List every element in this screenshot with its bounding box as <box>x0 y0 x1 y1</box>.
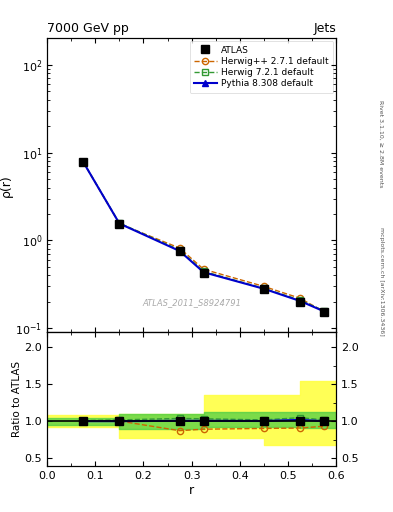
Herwig++ 2.7.1 default <box>298 295 302 301</box>
Text: ATLAS_2011_S8924791: ATLAS_2011_S8924791 <box>142 298 241 307</box>
Herwig 7.2.1 default <box>261 285 266 291</box>
Text: Jets: Jets <box>313 22 336 35</box>
Pythia 8.308 default <box>298 298 302 304</box>
Text: 7000 GeV pp: 7000 GeV pp <box>47 22 129 35</box>
Line: ATLAS: ATLAS <box>79 158 328 315</box>
ATLAS <box>298 299 302 305</box>
Pythia 8.308 default <box>81 159 86 165</box>
Line: Pythia 8.308 default: Pythia 8.308 default <box>80 159 327 315</box>
Line: Herwig++ 2.7.1 default: Herwig++ 2.7.1 default <box>80 159 327 315</box>
Herwig 7.2.1 default <box>177 247 182 253</box>
Text: Rivet 3.1.10, ≥ 2.8M events: Rivet 3.1.10, ≥ 2.8M events <box>379 100 384 187</box>
Herwig 7.2.1 default <box>321 308 326 314</box>
Herwig++ 2.7.1 default <box>261 283 266 289</box>
ATLAS <box>201 270 206 276</box>
Herwig 7.2.1 default <box>201 268 206 274</box>
Herwig++ 2.7.1 default <box>321 309 326 315</box>
Herwig++ 2.7.1 default <box>177 245 182 251</box>
Pythia 8.308 default <box>321 308 326 314</box>
Line: Herwig 7.2.1 default: Herwig 7.2.1 default <box>80 159 327 314</box>
Pythia 8.308 default <box>177 248 182 254</box>
Herwig 7.2.1 default <box>298 297 302 303</box>
Y-axis label: ρ(r): ρ(r) <box>0 174 13 197</box>
Pythia 8.308 default <box>201 269 206 275</box>
Herwig++ 2.7.1 default <box>81 159 86 165</box>
ATLAS <box>81 159 86 165</box>
Herwig++ 2.7.1 default <box>201 266 206 272</box>
Pythia 8.308 default <box>117 221 122 227</box>
Pythia 8.308 default <box>261 286 266 292</box>
ATLAS <box>261 286 266 292</box>
Herwig 7.2.1 default <box>81 159 86 165</box>
ATLAS <box>117 221 122 227</box>
ATLAS <box>321 309 326 315</box>
Herwig 7.2.1 default <box>117 220 122 226</box>
ATLAS <box>177 248 182 254</box>
Legend: ATLAS, Herwig++ 2.7.1 default, Herwig 7.2.1 default, Pythia 8.308 default: ATLAS, Herwig++ 2.7.1 default, Herwig 7.… <box>189 41 333 93</box>
Herwig++ 2.7.1 default <box>117 221 122 227</box>
Y-axis label: Ratio to ATLAS: Ratio to ATLAS <box>12 361 22 437</box>
X-axis label: r: r <box>189 483 194 497</box>
Text: mcplots.cern.ch [arXiv:1306.3436]: mcplots.cern.ch [arXiv:1306.3436] <box>379 227 384 336</box>
